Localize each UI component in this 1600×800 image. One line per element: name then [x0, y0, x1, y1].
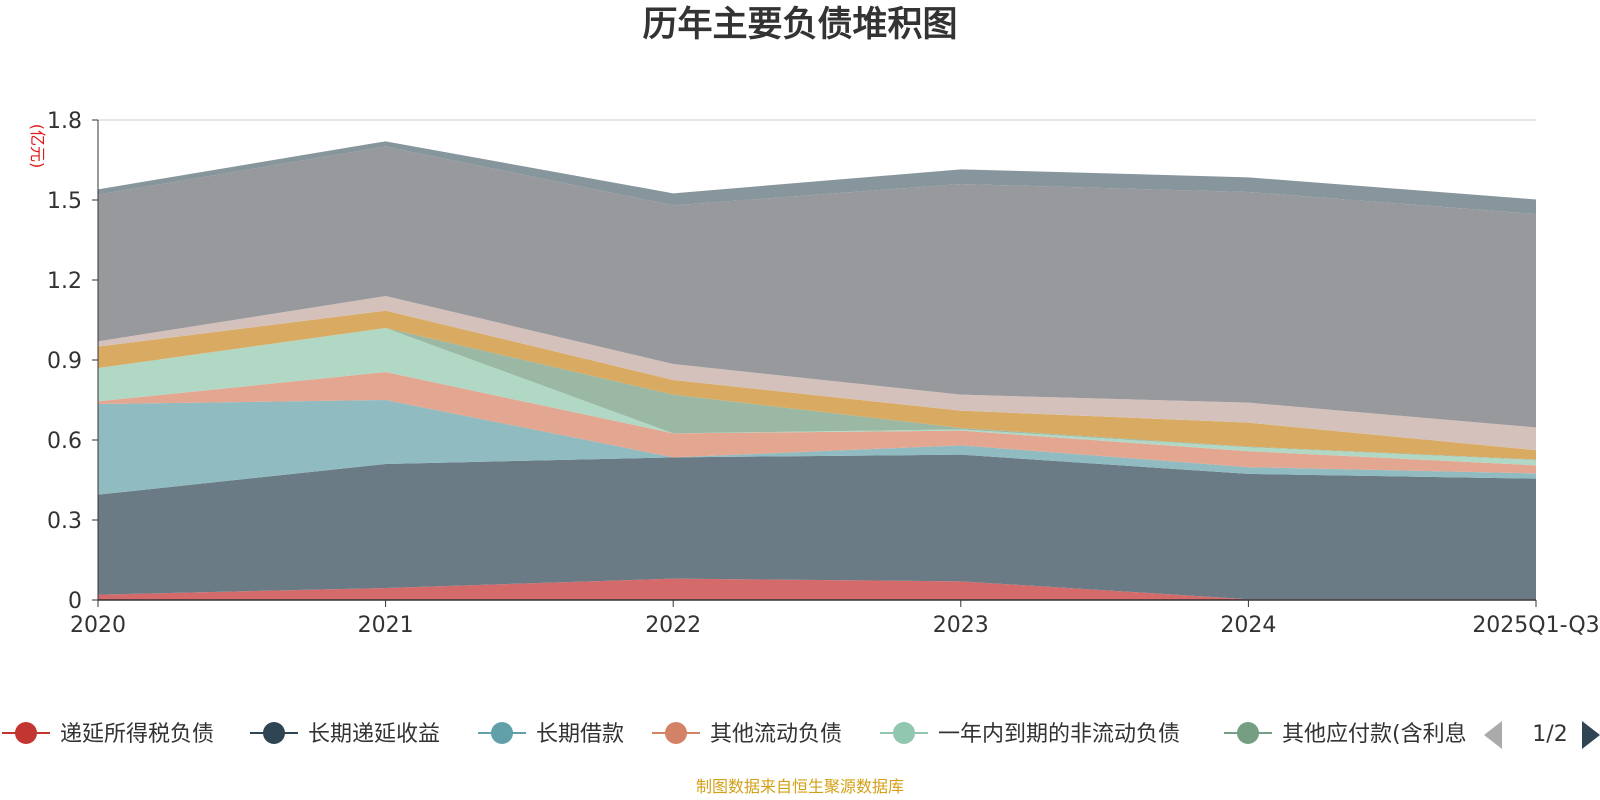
- legend-marker[interactable]: [15, 722, 37, 744]
- legend-page-indicator: 1/2: [1532, 722, 1567, 747]
- area-series-9: [98, 146, 1536, 428]
- x-tick-label: 2024: [1220, 613, 1276, 638]
- area-长期借款: [98, 400, 1536, 495]
- legend-marker[interactable]: [665, 722, 687, 744]
- legend-item-label[interactable]: 长期递延收益: [308, 722, 440, 747]
- legend-marker[interactable]: [893, 722, 915, 744]
- legend-marker[interactable]: [263, 722, 285, 744]
- x-tick-label: 2021: [358, 613, 414, 638]
- area-series-7: [98, 310, 1536, 460]
- legend-item-label[interactable]: 长期借款: [536, 722, 624, 747]
- area-长期递延收益: [98, 454, 1536, 600]
- data-source-note: 制图数据来自恒生聚源数据库: [695, 777, 904, 796]
- x-tick-label: 2020: [70, 613, 126, 638]
- y-tick-label: 1.2: [47, 269, 82, 294]
- y-axis-unit-label: (亿元): [28, 124, 47, 169]
- legend[interactable]: 递延所得税负债 长期递延收益 长期借款 其他流动负债 一年内到期的非流动负债 其他应付款(…: [2, 721, 1600, 749]
- legend-item-label[interactable]: 其他应付款(含利息: [1282, 722, 1467, 747]
- legend-marker[interactable]: [1237, 722, 1259, 744]
- y-tick-label: 1.8: [47, 109, 82, 134]
- x-tick-label: 2023: [933, 613, 989, 638]
- y-tick-label: 0.9: [47, 349, 82, 374]
- area-递延所得税负债: [98, 578, 1536, 600]
- legend-item-label[interactable]: 其他流动负债: [710, 722, 842, 747]
- y-tick-label: 0.6: [47, 429, 82, 454]
- chart-title: 历年主要负债堆积图: [642, 5, 958, 45]
- x-tick-label: 2022: [645, 613, 701, 638]
- y-tick-label: 0.3: [47, 509, 82, 534]
- legend-item-label[interactable]: 递延所得税负债: [60, 722, 214, 747]
- y-tick-label: 1.5: [47, 189, 82, 214]
- y-tick-label: 0: [68, 589, 82, 614]
- area-一年内到期的非流动负债: [98, 328, 1536, 466]
- area-其他流动负债: [98, 372, 1536, 474]
- area-series-8: [98, 296, 1536, 451]
- legend-item-label[interactable]: 一年内到期的非流动负债: [938, 722, 1180, 747]
- area-series: [98, 141, 1536, 600]
- axes: 0 0.3 0.6 0.9 1.2 1.5 1.8 2020 2021 2022 2023 2024 2…: [28, 109, 1600, 638]
- x-tick-label: 2025Q1-Q3: [1472, 613, 1599, 638]
- legend-marker[interactable]: [491, 722, 513, 744]
- area-series-10: [98, 141, 1536, 215]
- legend-next-icon[interactable]: [1582, 721, 1600, 749]
- legend-prev-icon[interactable]: [1484, 721, 1502, 749]
